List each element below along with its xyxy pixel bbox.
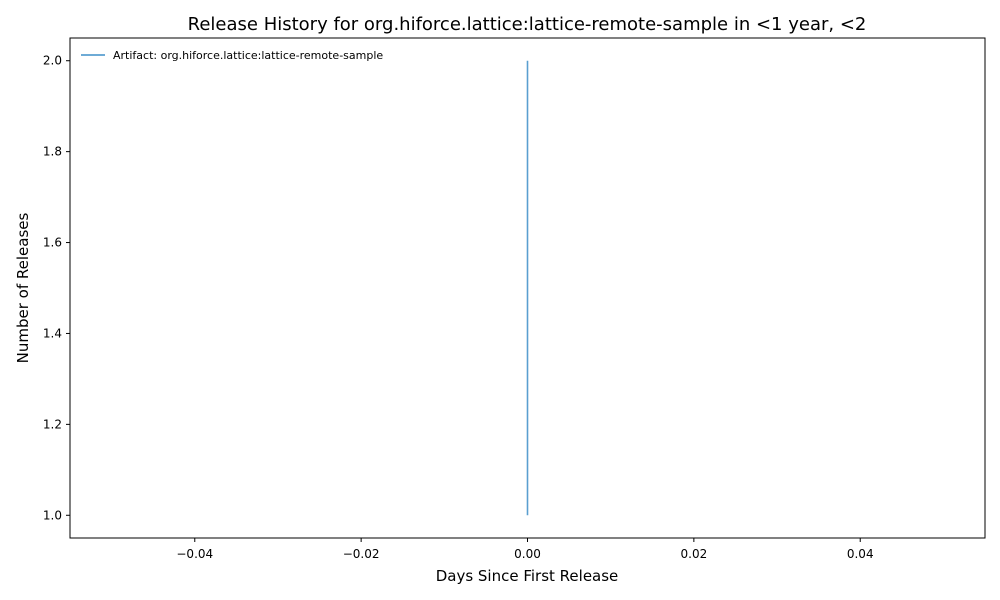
y-tick-label: 2.0 <box>43 54 62 68</box>
y-tick-label: 1.6 <box>43 236 62 250</box>
x-tick-label: 0.00 <box>514 547 541 561</box>
x-tick-label: 0.02 <box>681 547 708 561</box>
y-tick-label: 1.4 <box>43 326 62 340</box>
x-axis-label: Days Since First Release <box>436 567 619 585</box>
x-tick-label: 0.04 <box>847 547 874 561</box>
legend-label: Artifact: org.hiforce.lattice:lattice-re… <box>113 49 383 62</box>
x-tick-label: −0.04 <box>176 547 213 561</box>
y-tick-label: 1.0 <box>43 508 62 522</box>
y-tick-label: 1.8 <box>43 145 62 159</box>
y-axis-label: Number of Releases <box>14 212 32 363</box>
chart-title: Release History for org.hiforce.lattice:… <box>188 14 867 35</box>
x-tick-label: −0.02 <box>343 547 380 561</box>
plot-area: −0.04 −0.02 0.00 0.02 0.04 1.0 1.2 1.4 1.6 1.8 2.0… <box>43 37 986 561</box>
y-tick-label: 1.2 <box>43 417 62 431</box>
